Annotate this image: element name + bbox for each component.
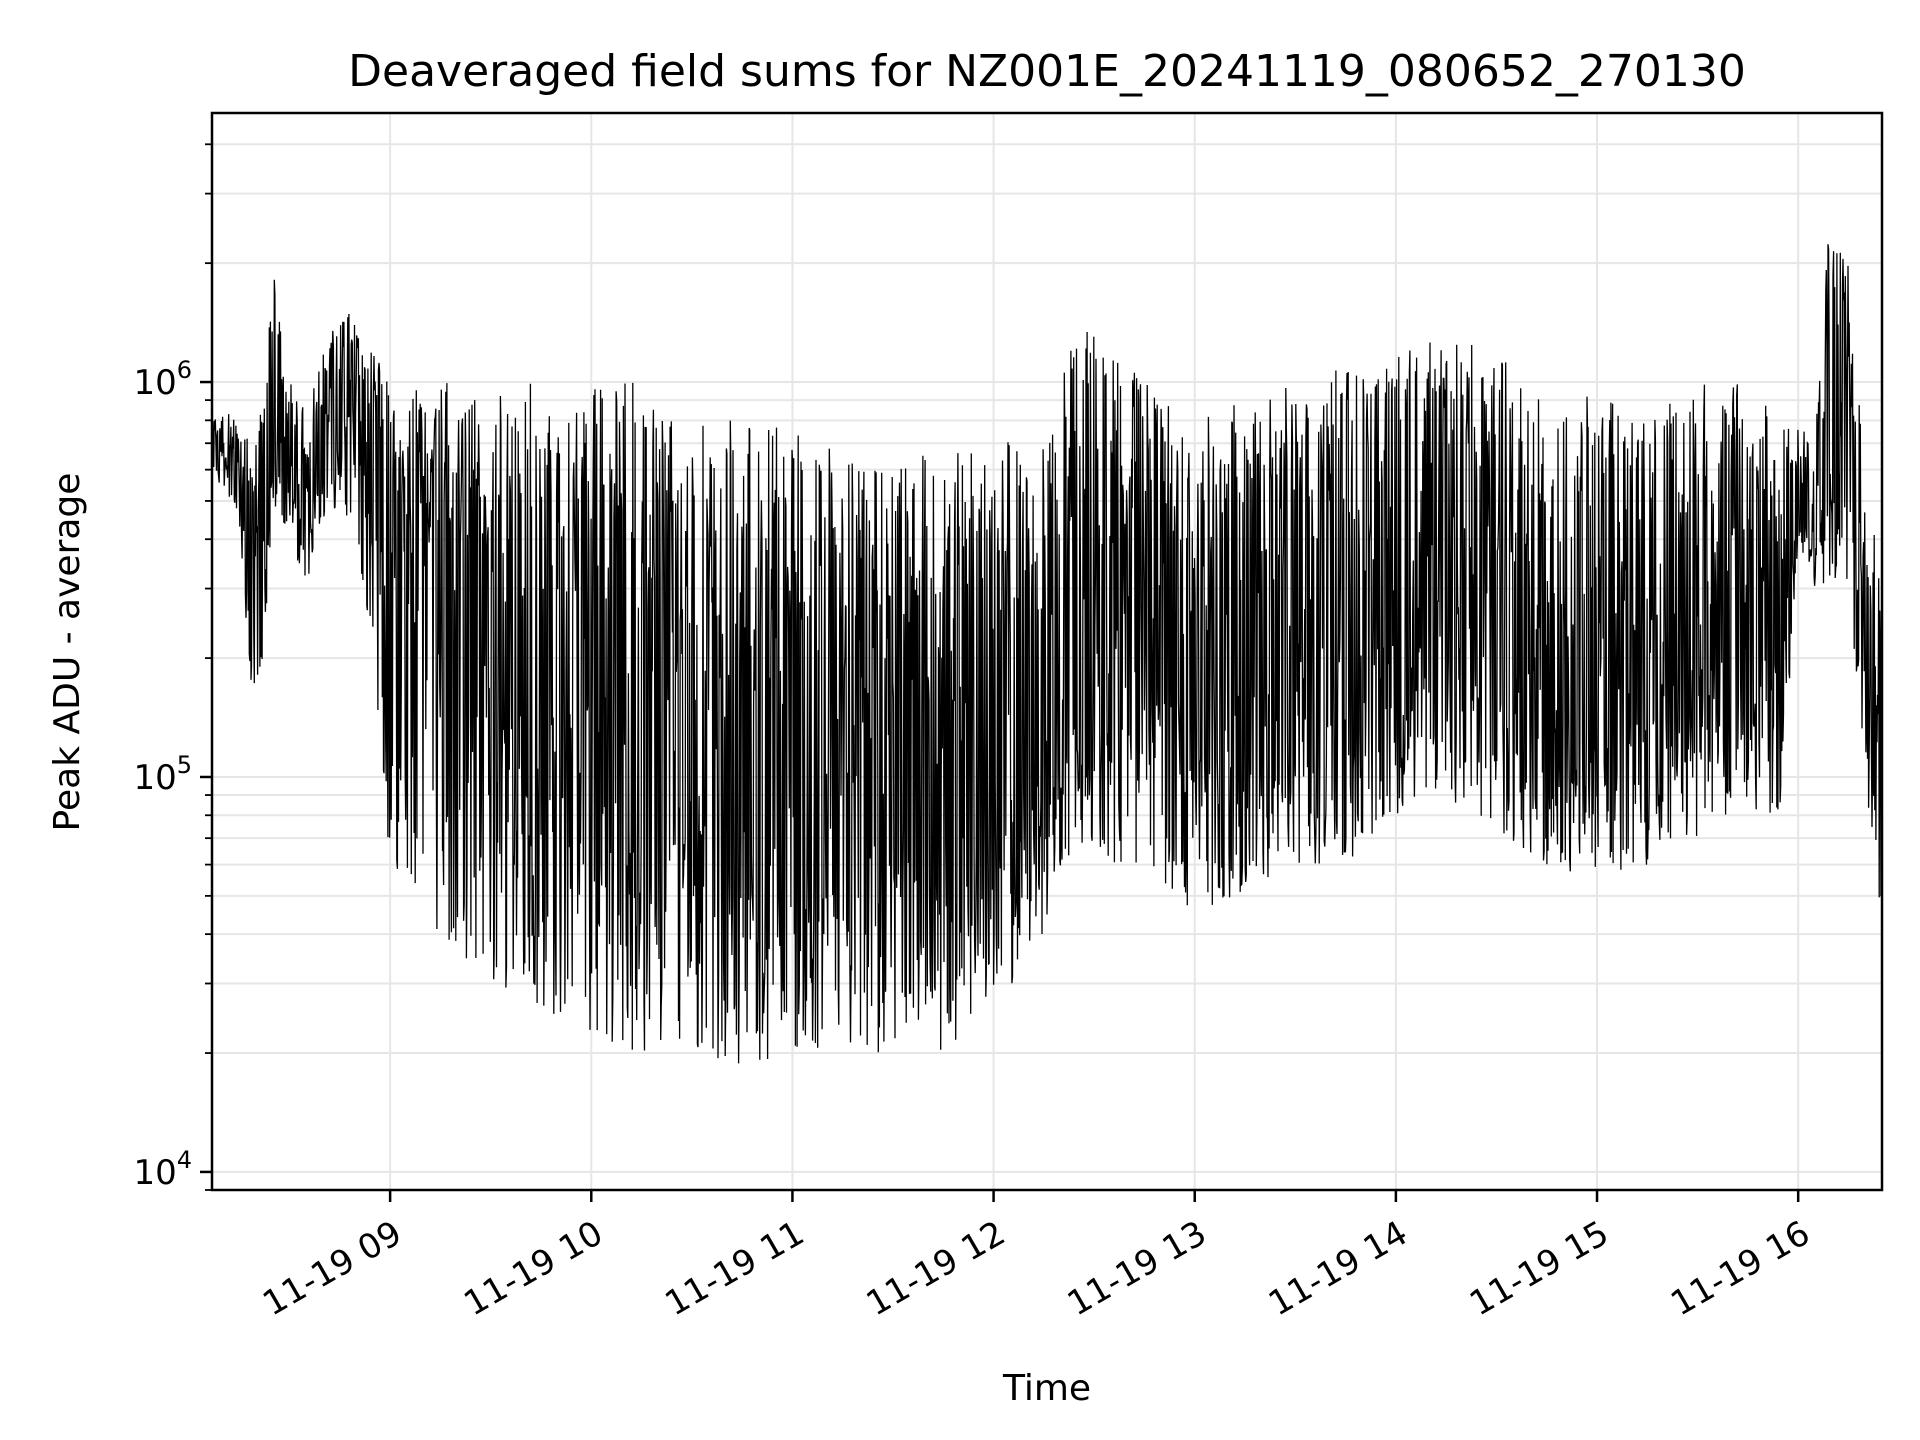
plot-frame [210,111,1884,1192]
x-tick-label: 11-19 12 [860,1213,1012,1324]
y-tick-exponent: 6 [177,356,192,384]
y-axis-label: Peak ADU - average [47,473,88,832]
x-tick-label: 11-19 10 [457,1213,609,1324]
x-tick-label: 11-19 15 [1463,1213,1615,1324]
y-tick-exponent: 4 [177,1146,192,1174]
y-tick-base: 10 [133,1153,176,1193]
y-tick-label: 105 [133,751,192,798]
y-tick-label: 106 [133,356,192,403]
y-tick-label: 104 [133,1146,192,1193]
series-layer [211,244,1883,1064]
x-tick-label: 11-19 13 [1061,1213,1213,1324]
series-line [211,244,1883,1064]
x-tick-label: 11-19 09 [256,1213,408,1324]
y-tick-exponent: 5 [177,751,192,779]
y-tick-base: 10 [133,363,176,403]
y-tick-base: 10 [133,758,176,798]
x-tick-label: 11-19 11 [659,1213,811,1324]
x-axis-label: Time [1002,1368,1091,1409]
x-tick-label: 11-19 14 [1262,1213,1414,1324]
x-tick-label: 11-19 16 [1664,1213,1816,1324]
chart-title: Deaveraged field sums for NZ001E_2024111… [348,46,1746,97]
